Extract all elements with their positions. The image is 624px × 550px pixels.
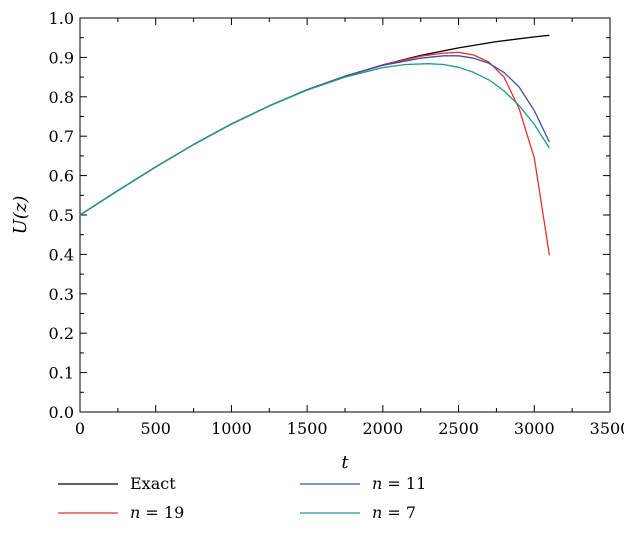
y-tick-label: 0.5: [49, 206, 74, 225]
y-tick-label: 0.2: [49, 324, 74, 343]
ticks: [79, 17, 611, 413]
y-tick-label: 0.6: [49, 167, 74, 186]
series-line-2: [79, 55, 550, 216]
series-line-0: [79, 34, 550, 216]
legend-label: n = 11: [372, 474, 426, 493]
y-tick-label: 0.9: [49, 48, 74, 67]
y-tick-label: 0.1: [49, 364, 74, 383]
x-tick-label: 1500: [287, 419, 328, 438]
legend-label: n = 7: [372, 503, 416, 522]
legend: Exact n = 19 n = 11 n = 7: [58, 474, 426, 522]
y-axis-label: U(z): [10, 196, 31, 235]
legend-label: Exact: [130, 474, 176, 493]
series-line-1: [79, 51, 551, 256]
y-tick-label: 0.7: [49, 127, 74, 146]
x-tick-label: 500: [140, 419, 171, 438]
series-lines: [79, 34, 551, 256]
y-tick-label: 0.0: [49, 403, 74, 422]
y-tick-label: 0.8: [49, 88, 74, 107]
x-tick-label: 2500: [438, 419, 479, 438]
x-tick-label: 2000: [362, 419, 403, 438]
y-tick-label: 0.4: [49, 245, 74, 264]
series-line-3: [79, 63, 550, 216]
y-tick-label: 1.0: [49, 9, 74, 28]
x-axis-label: t: [341, 452, 349, 473]
x-tick-label: 1000: [211, 419, 252, 438]
x-tick-label: 0: [75, 419, 85, 438]
legend-label: n = 19: [130, 503, 184, 522]
x-tick-label: 3000: [514, 419, 555, 438]
y-tick-label: 0.3: [49, 285, 74, 304]
